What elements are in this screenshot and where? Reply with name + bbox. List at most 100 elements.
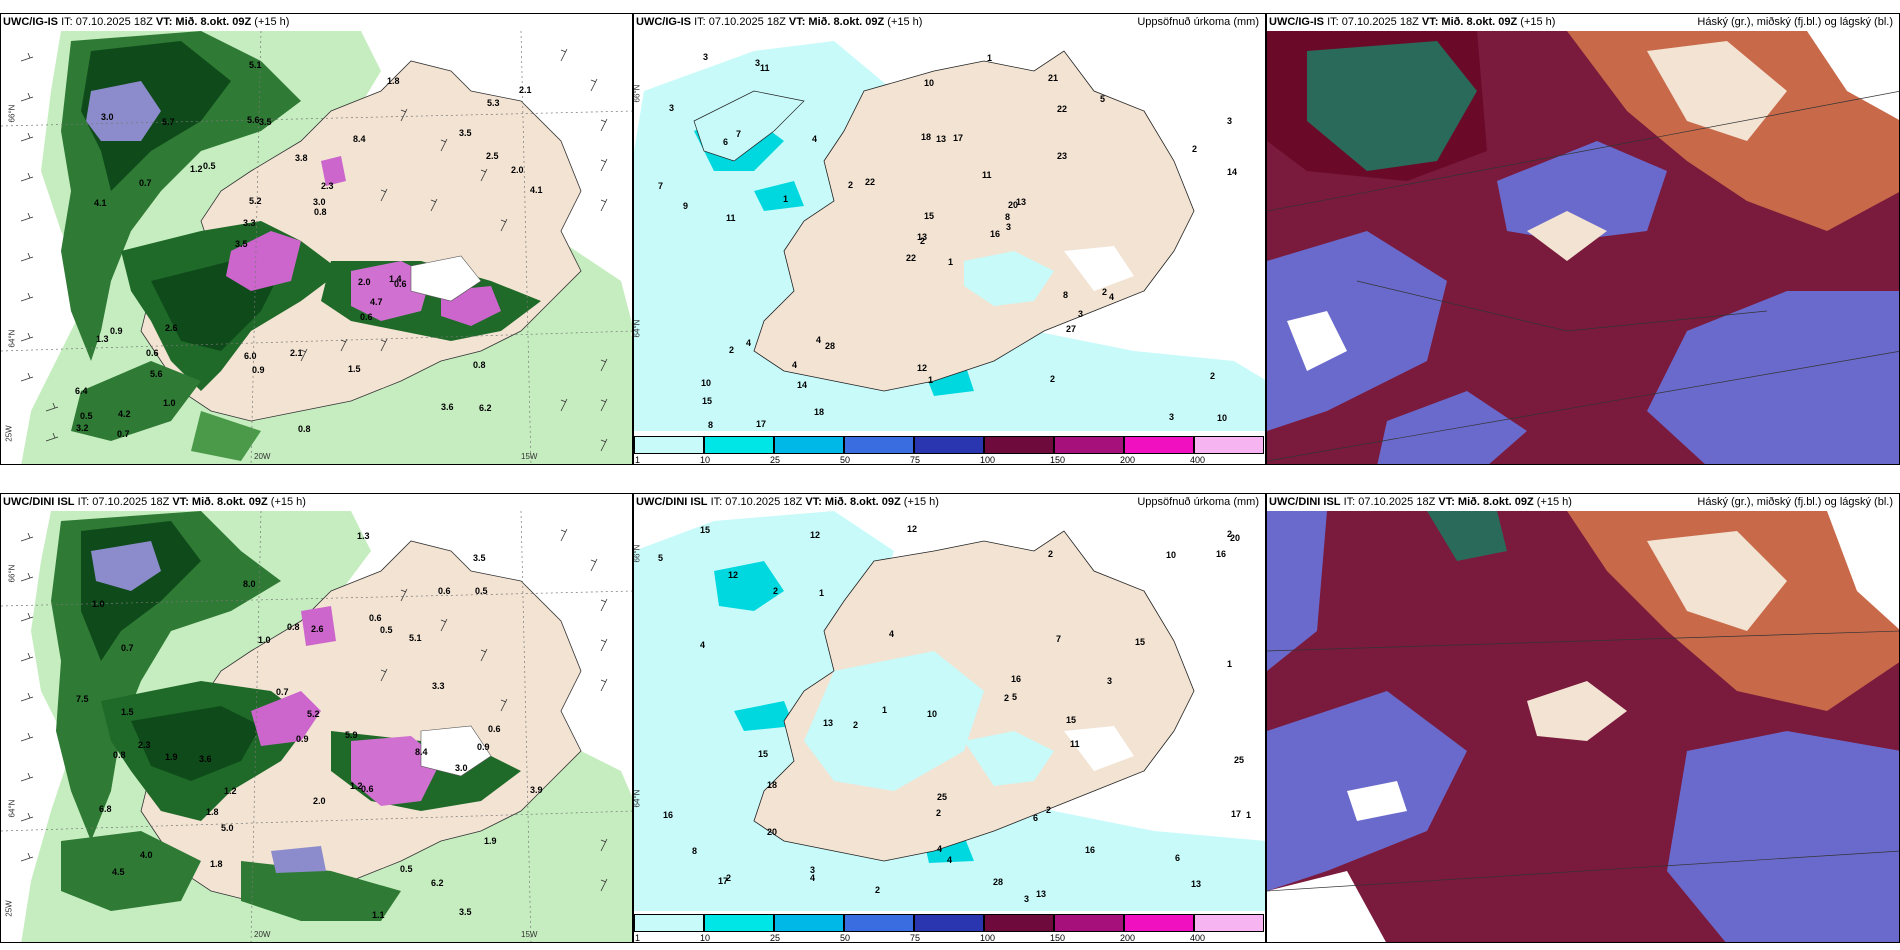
map-value-label: 3.3 xyxy=(243,218,256,228)
map-value-label: 27 xyxy=(1066,324,1077,334)
map-value-label: 6.8 xyxy=(99,804,112,814)
map-value-label: 2.1 xyxy=(519,85,532,95)
map-value-label: 8.0 xyxy=(243,579,256,589)
map-value-label: 2.5 xyxy=(486,151,499,161)
panel-clouds-bottom: UWC/DINI ISL IT: 07.10.2025 18Z VT: Mið.… xyxy=(1266,493,1900,943)
colorbar-segment xyxy=(1124,436,1194,454)
lat-label-66n: 66°N xyxy=(7,564,17,583)
map-value-label: 10 xyxy=(927,709,938,719)
map-value-label: 3 xyxy=(810,865,816,875)
lat-label-64n: 64°N xyxy=(633,319,642,338)
map-value-label: 2 xyxy=(1102,287,1108,297)
map-value-label: 3 xyxy=(1078,309,1084,319)
map-value-label: 25 xyxy=(937,792,948,802)
map-value-label: 0.6 xyxy=(361,784,374,794)
map-value-label: 4.2 xyxy=(118,409,131,419)
colorbar-segment xyxy=(844,914,914,932)
map-value-label: 2 xyxy=(773,586,779,596)
map-value-label: 12 xyxy=(728,570,739,580)
map-value-label: 3.6 xyxy=(441,402,454,412)
map-value-label: 10 xyxy=(1166,550,1177,560)
map-value-label: 1.3 xyxy=(96,334,109,344)
map-value-label: 4 xyxy=(816,335,822,345)
colorbar-tick: 75 xyxy=(910,455,921,465)
colorbar-segment xyxy=(704,436,774,454)
map-value-label: 2 xyxy=(1046,805,1052,815)
map-value-label: 2.0 xyxy=(313,796,326,806)
map-value-label: 15 xyxy=(702,396,713,406)
map-value-label: 0.5 xyxy=(380,625,393,635)
map-value-label: 2.6 xyxy=(311,624,324,634)
map-value-label: 4 xyxy=(947,855,953,865)
map-value-label: 1 xyxy=(819,588,825,598)
map-value-label: 11 xyxy=(726,213,736,223)
wind-map[interactable] xyxy=(1,31,633,465)
map-value-label: 8.4 xyxy=(353,134,366,144)
map-value-label: 3.2 xyxy=(76,423,89,433)
precip-map[interactable] xyxy=(634,31,1266,449)
map-value-label: 4.1 xyxy=(530,185,543,195)
map-value-label: 0.6 xyxy=(438,586,451,596)
panel-title: UWC/IG-IS IT: 07.10.2025 18Z VT: Mið. 8.… xyxy=(3,16,290,28)
map-value-label: 0.9 xyxy=(296,734,309,744)
map-value-label: 0.5 xyxy=(400,864,413,874)
map-value-label: 1.9 xyxy=(484,836,497,846)
map-value-label: 20 xyxy=(767,827,778,837)
map-value-label: 2.3 xyxy=(138,740,151,750)
map-value-label: 0.7 xyxy=(121,643,134,653)
map-value-label: 0.5 xyxy=(203,161,216,171)
wind-map[interactable] xyxy=(1,511,633,943)
panel-precip-top: UWC/IG-IS IT: 07.10.2025 18Z VT: Mið. 8.… xyxy=(633,13,1266,465)
map-value-label: 6.2 xyxy=(479,403,492,413)
lon-label-20w: 20W xyxy=(254,452,271,461)
map-value-label: 14 xyxy=(797,380,808,390)
map-value-label: 10 xyxy=(1217,413,1228,423)
map-value-label: 8.4 xyxy=(415,747,428,757)
cloud-map[interactable] xyxy=(1267,31,1900,465)
panel-wind-bottom: UWC/DINI ISL IT: 07.10.2025 18Z VT: Mið.… xyxy=(0,493,633,943)
map-value-label: 3.0 xyxy=(455,763,468,773)
map-value-label: 3.5 xyxy=(459,128,472,138)
colorbar-tick: 200 xyxy=(1120,455,1136,465)
map-value-label: 5.7 xyxy=(162,117,175,127)
map-value-label: 2 xyxy=(1192,144,1198,154)
map-value-label: 11 xyxy=(760,63,770,73)
colorbar-tick: 400 xyxy=(1190,455,1206,465)
map-value-label: 3.3 xyxy=(432,681,445,691)
map-value-label: 4.7 xyxy=(370,297,383,307)
map-value-label: 6 xyxy=(1175,853,1181,863)
map-value-label: 7 xyxy=(1056,634,1062,644)
map-value-label: 3 xyxy=(1107,676,1113,686)
panel-clouds-top: UWC/IG-IS IT: 07.10.2025 18Z VT: Mið. 8.… xyxy=(1266,13,1900,465)
colorbar-segment xyxy=(634,436,704,454)
map-value-label: 9 xyxy=(683,201,689,211)
map-value-label: 4 xyxy=(746,338,752,348)
map-value-label: 1.5 xyxy=(348,364,361,374)
lat-label-66n: 66°N xyxy=(633,544,642,563)
precip-map[interactable] xyxy=(634,511,1266,927)
colorbar-segment xyxy=(704,914,774,932)
map-value-label: 2 xyxy=(1004,693,1010,703)
colorbar-segment xyxy=(914,914,984,932)
map-value-label: 5.1 xyxy=(249,60,262,70)
map-value-label: 6 xyxy=(723,137,729,147)
lon-label-20w: 20W xyxy=(254,930,271,939)
colorbar-segment xyxy=(1054,436,1124,454)
map-value-label: 2 xyxy=(729,345,735,355)
panel-title: UWC/DINI ISL IT: 07.10.2025 18Z VT: Mið.… xyxy=(1269,496,1572,508)
map-value-label: 17 xyxy=(953,133,964,143)
cloud-map[interactable] xyxy=(1267,511,1900,943)
map-value-label: 18 xyxy=(767,780,778,790)
map-value-label: 7.5 xyxy=(76,694,89,704)
map-value-label: 10 xyxy=(924,78,935,88)
map-value-label: 0.8 xyxy=(314,207,327,217)
map-value-label: 5.2 xyxy=(307,709,320,719)
colorbar-tick: 200 xyxy=(1120,933,1136,943)
map-value-label: 1.2 xyxy=(190,164,203,174)
map-value-label: 1.9 xyxy=(165,752,178,762)
map-value-label: 12 xyxy=(810,530,821,540)
map-value-label: 1 xyxy=(1227,659,1233,669)
map-value-label: 3.8 xyxy=(295,153,308,163)
colorbar-tick: 1 xyxy=(635,455,641,465)
map-value-label: 6.4 xyxy=(75,386,88,396)
